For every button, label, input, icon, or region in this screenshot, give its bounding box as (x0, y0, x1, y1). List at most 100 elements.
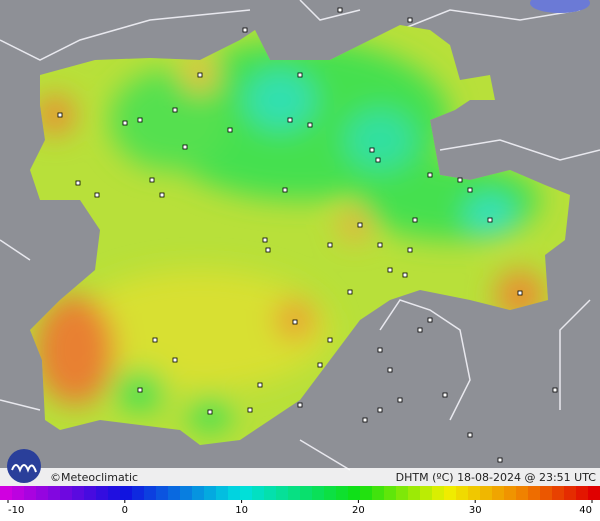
colorbar-swatch (264, 486, 277, 500)
station (182, 144, 188, 150)
colorbar-swatch (444, 486, 457, 500)
station (257, 382, 263, 388)
colorbar-label: 10 (235, 505, 248, 516)
station (287, 117, 293, 123)
station (387, 367, 393, 373)
station (362, 417, 368, 423)
colorbar-swatch (132, 486, 145, 500)
station (137, 117, 143, 123)
colorbar-swatch (288, 486, 301, 500)
colorbar-label: 20 (352, 505, 365, 516)
colorbar: -10 0 10 20 30 40 (0, 486, 600, 516)
footer-bar (0, 468, 600, 486)
station (407, 17, 413, 23)
colorbar-swatch (108, 486, 121, 500)
colorbar-swatch (48, 486, 61, 500)
station (412, 217, 418, 223)
colorbar-swatch (324, 486, 337, 500)
station (337, 7, 343, 13)
colorbar-swatch (588, 486, 600, 500)
station (375, 157, 381, 163)
station (457, 177, 463, 183)
station (357, 222, 363, 228)
colorbar-swatch (192, 486, 205, 500)
station (122, 120, 128, 126)
colorbar-swatch (84, 486, 97, 500)
station (327, 242, 333, 248)
colorbar-swatch (216, 486, 229, 500)
sea (530, 0, 590, 13)
station (262, 237, 268, 243)
colorbar-swatch (0, 486, 13, 500)
stations (57, 7, 558, 463)
colorbar-swatch (96, 486, 109, 500)
caption: DHTM (ºC) 18-08-2024 @ 23:51 UTC (396, 471, 597, 484)
colorbar-swatch (432, 486, 445, 500)
station (265, 247, 271, 253)
station (497, 457, 503, 463)
station (467, 187, 473, 193)
colorbar-swatch (120, 486, 133, 500)
colorbar-swatch (576, 486, 589, 500)
colorbar-swatch (144, 486, 157, 500)
station (57, 112, 63, 118)
station (307, 122, 313, 128)
station (159, 192, 165, 198)
station (149, 177, 155, 183)
colorbar-swatch (360, 486, 373, 500)
colorbar-label: 40 (579, 505, 592, 516)
colorbar-swatch (540, 486, 553, 500)
colorbar-swatch (408, 486, 421, 500)
colorbar-swatch (384, 486, 397, 500)
station (292, 319, 298, 325)
station (377, 407, 383, 413)
station (317, 362, 323, 368)
station (137, 387, 143, 393)
station (75, 180, 81, 186)
station (402, 272, 408, 278)
borders (0, 0, 600, 471)
colorbar-swatch (204, 486, 217, 500)
station (377, 242, 383, 248)
station (242, 27, 248, 33)
colorbar-swatch (480, 486, 493, 500)
station (227, 127, 233, 133)
colorbar-swatch (552, 486, 565, 500)
colorbar-swatch (60, 486, 73, 500)
station (517, 290, 523, 296)
station (172, 357, 178, 363)
colorbar-swatch (312, 486, 325, 500)
station (427, 172, 433, 178)
colorbar-swatch (300, 486, 313, 500)
colorbar-swatch (348, 486, 361, 500)
station (172, 107, 178, 113)
colorbar-label: 0 (122, 505, 128, 516)
credit: ©Meteoclimatic (50, 471, 138, 484)
colorbar-label: -10 (8, 505, 24, 516)
station (197, 72, 203, 78)
station (377, 347, 383, 353)
logo-mark (11, 464, 37, 473)
colorbar-swatch (168, 486, 181, 500)
colorbar-swatch (24, 486, 37, 500)
station (407, 247, 413, 253)
colorbar-swatch (564, 486, 577, 500)
station (282, 187, 288, 193)
temperature-field (30, 25, 570, 445)
colorbar-swatch (468, 486, 481, 500)
station (297, 72, 303, 78)
station (369, 147, 375, 153)
colorbar-swatch (36, 486, 49, 500)
colorbar-label: 30 (469, 505, 482, 516)
colorbar-swatch (372, 486, 385, 500)
station (327, 337, 333, 343)
colorbar-swatch (72, 486, 85, 500)
station (467, 432, 473, 438)
colorbar-swatch (240, 486, 253, 500)
colorbar-swatch (228, 486, 241, 500)
colorbar-swatch (492, 486, 505, 500)
colorbar-swatch (504, 486, 517, 500)
station (552, 387, 558, 393)
station (442, 392, 448, 398)
